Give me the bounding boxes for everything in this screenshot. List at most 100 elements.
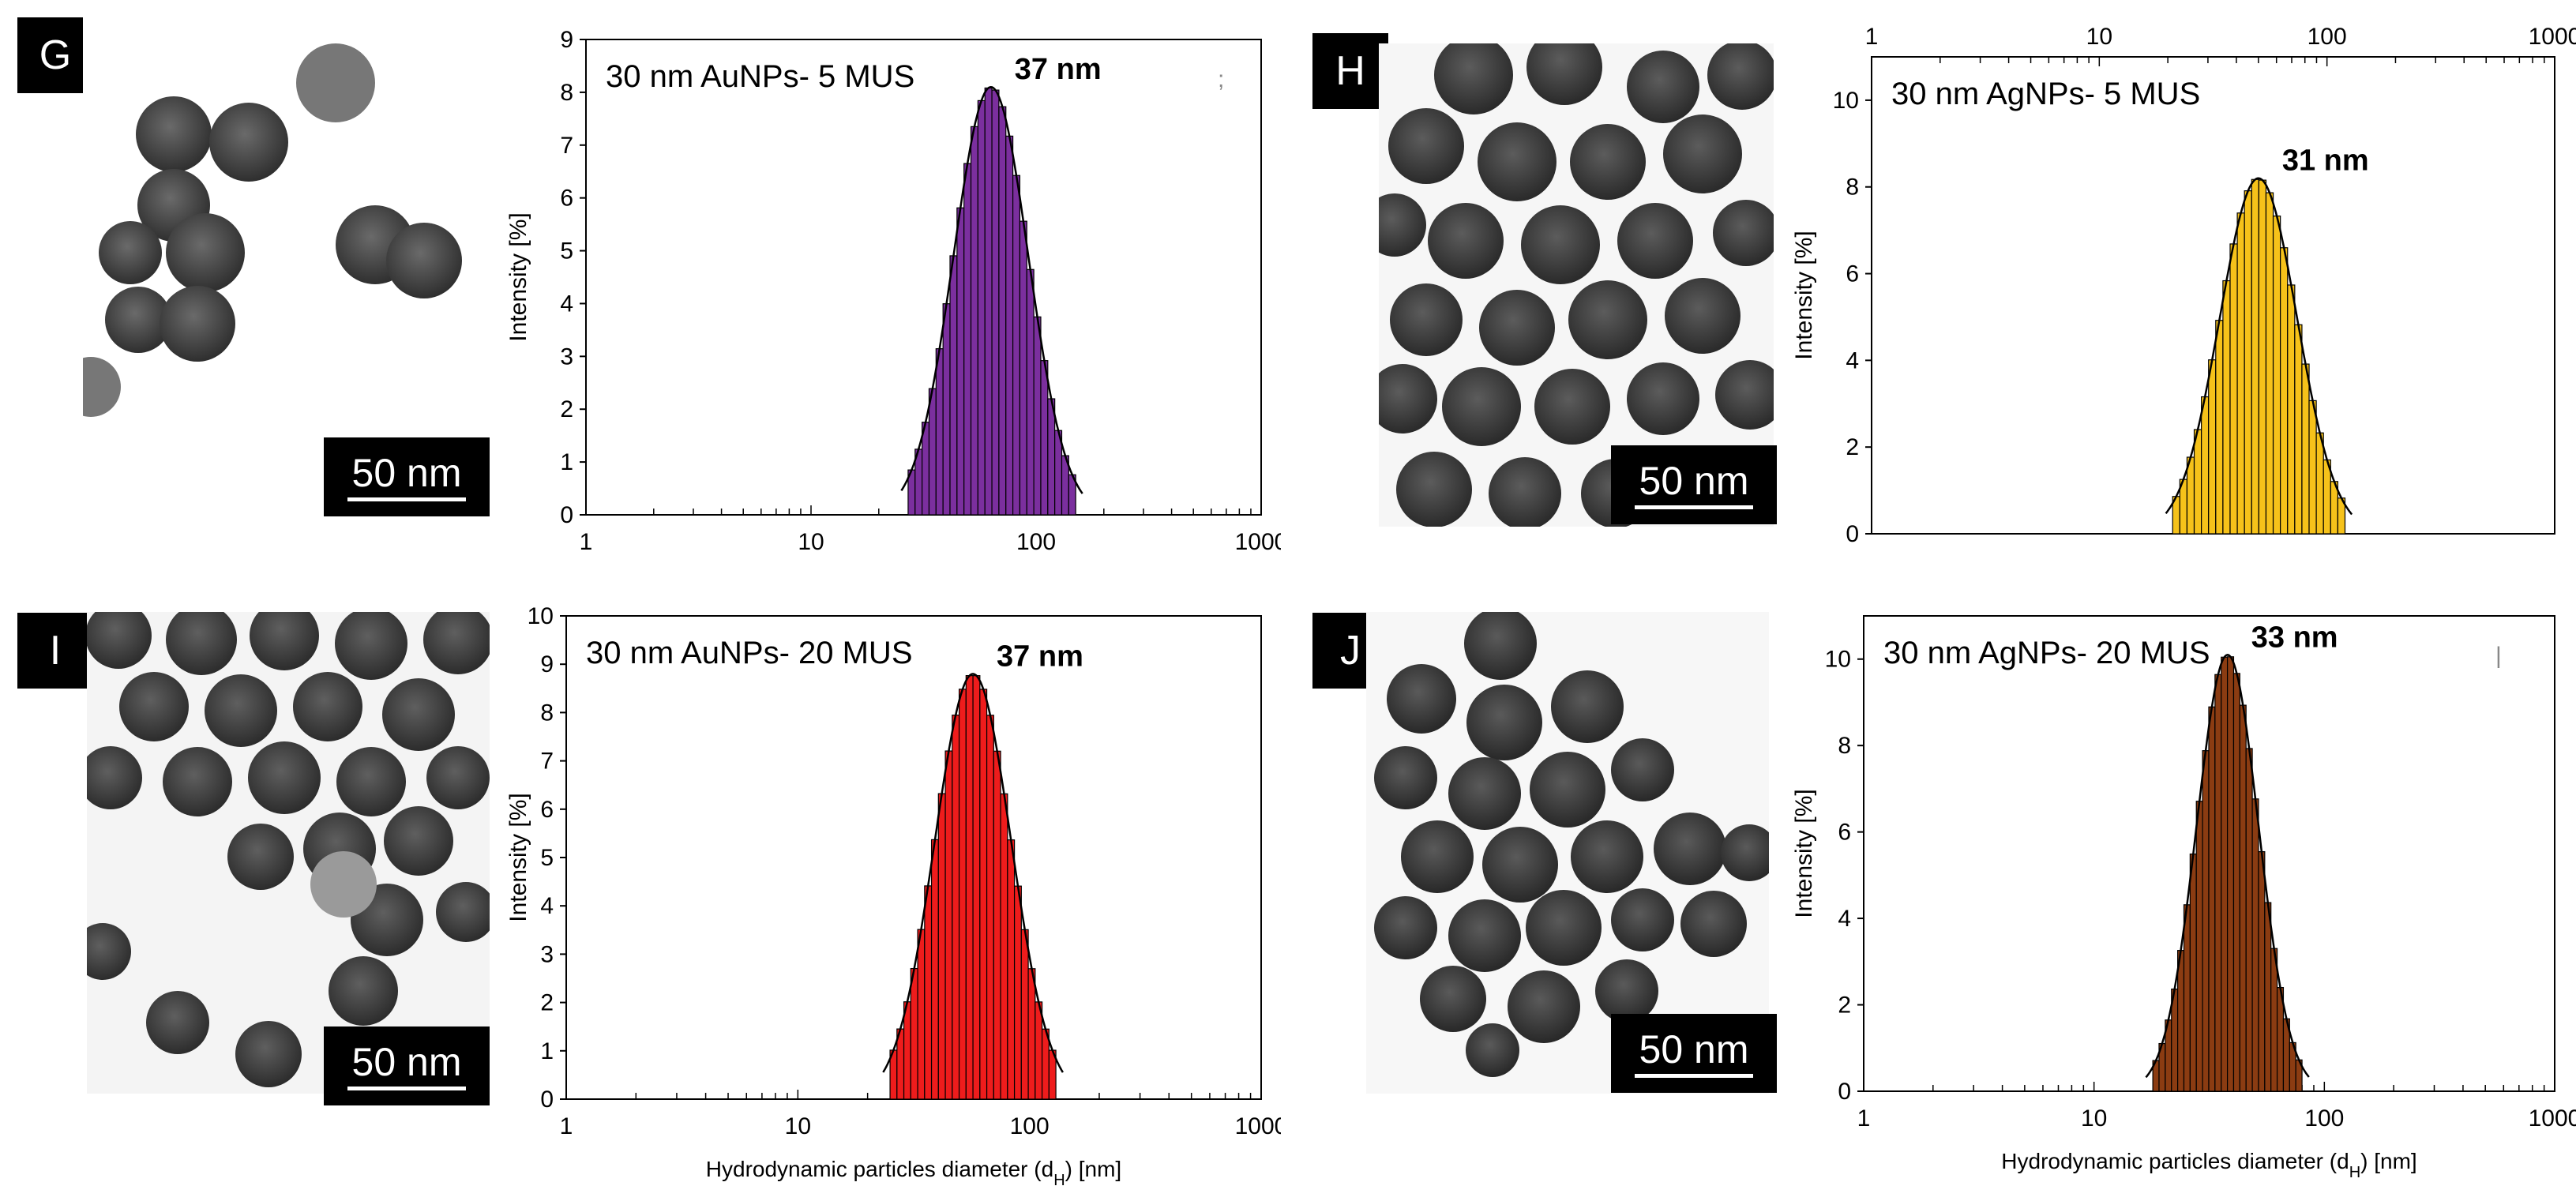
histogram-bar	[963, 163, 972, 516]
chart-title: 30 nm AgNPs- 5 MUS	[1891, 77, 2200, 111]
histogram-bar	[1027, 968, 1036, 1100]
y-tick-label: 5	[540, 845, 554, 871]
histogram-bar	[972, 675, 981, 1100]
histogram-bar	[979, 689, 988, 1100]
x-tick-label: 100	[2308, 24, 2347, 50]
histogram-bar	[1007, 839, 1016, 1100]
histogram-bar	[977, 99, 986, 516]
x-tick-label: 10	[2086, 24, 2112, 50]
fit-curve	[2165, 177, 2353, 516]
scale-bar-label: 50 nm	[1639, 1026, 1749, 1072]
histogram-bar	[2270, 948, 2278, 1092]
stray-mark: |	[2495, 643, 2502, 669]
histogram-bar	[2215, 320, 2224, 535]
y-tick-label: 9	[560, 27, 573, 53]
histogram-bar	[2287, 284, 2296, 535]
histogram-bar	[928, 388, 937, 516]
peak-label: 33 nm	[2251, 621, 2338, 654]
y-tick-label: 10	[528, 603, 554, 629]
x-tick-label: 1000	[2529, 24, 2576, 50]
peak-label: 37 nm	[1015, 53, 1102, 86]
fit-curve	[882, 673, 1064, 1073]
histogram-bar	[2183, 904, 2191, 1092]
histogram-bar	[984, 87, 993, 516]
histogram-bar	[998, 106, 1007, 516]
histogram-bar	[2265, 192, 2274, 535]
histogram-bar	[2272, 215, 2281, 535]
histogram-bar	[991, 89, 1000, 516]
histogram-bar	[2189, 853, 2197, 1092]
panel-letter-h: H	[1312, 33, 1388, 109]
peak-label: 37 nm	[997, 640, 1083, 673]
histogram-bar	[2177, 950, 2185, 1092]
histogram-bar	[2236, 212, 2245, 535]
chart-i: 012345678910110100100030 nm AuNPs- 20 MU…	[505, 603, 1281, 1189]
y-tick-label: 1	[540, 1038, 554, 1064]
histogram-bar	[1035, 1001, 1043, 1100]
y-tick-label: 4	[1846, 347, 1859, 373]
y-tick-label: 6	[560, 186, 573, 212]
y-tick-label: 8	[1838, 733, 1851, 759]
panel-letter-i: I	[17, 613, 93, 689]
scale-bar-label: 50 nm	[351, 1039, 462, 1084]
histogram-bar	[2258, 850, 2266, 1092]
x-tick-label: 1000	[1235, 1113, 1281, 1139]
histogram-bar	[1026, 268, 1035, 516]
histogram-bar	[965, 675, 974, 1100]
x-tick-label: 1000	[1235, 529, 1281, 553]
histogram-bar	[1047, 398, 1056, 516]
x-tick-label: 100	[1016, 529, 1056, 553]
scale-bar-i: 50 nm	[324, 1026, 490, 1105]
scale-bar-h: 50 nm	[1611, 445, 1777, 524]
histogram-bar	[993, 750, 1001, 1100]
histogram-bar	[2201, 396, 2210, 535]
y-tick-label: 7	[560, 133, 573, 159]
x-tick-label: 10	[798, 529, 824, 553]
y-tick-label: 0	[540, 1087, 554, 1113]
scale-bar-j: 50 nm	[1611, 1014, 1777, 1093]
histogram-bar	[1020, 929, 1029, 1100]
y-tick-label: 8	[1846, 175, 1859, 201]
histogram-bar	[2251, 798, 2259, 1092]
y-tick-label: 4	[1838, 906, 1851, 932]
y-tick-label: 10	[1825, 647, 1851, 673]
histogram-bar	[952, 715, 960, 1100]
histogram-bar	[2315, 432, 2324, 535]
scale-bar-line	[347, 497, 466, 501]
x-tick-label: 1	[560, 1113, 573, 1139]
histogram-bar	[949, 255, 958, 516]
y-tick-label: 6	[540, 797, 554, 823]
histogram-bar	[2195, 801, 2203, 1092]
histogram-bar	[2222, 280, 2231, 535]
histogram-bar	[1033, 316, 1042, 516]
x-tick-label: 100	[2304, 1105, 2344, 1132]
histogram-bar	[1012, 175, 1021, 516]
histogram-bar	[958, 689, 967, 1100]
histogram-bar	[1040, 360, 1049, 516]
y-tick-label: 5	[560, 238, 573, 265]
chart-title: 30 nm AgNPs- 20 MUS	[1883, 636, 2210, 670]
fit-curve	[900, 86, 1083, 494]
chart-h: 0 2 4 6 8 10 1 10 100 1000 30 nm AgNPs- 5 MUS 31 nm…	[1791, 24, 2576, 547]
histogram-bar	[937, 793, 946, 1100]
histogram-bar	[935, 348, 944, 516]
y-tick-label: 2	[540, 990, 554, 1016]
y-tick-label: 2	[1846, 434, 1859, 460]
chart-g: 0123456789110100100030 nm AuNPs- 5 MUS37…	[505, 27, 1281, 553]
histogram-bar	[2301, 363, 2310, 535]
histogram-bar	[1000, 793, 1008, 1100]
histogram-bar	[910, 967, 918, 1100]
y-tick-label: 2	[1838, 993, 1851, 1019]
stray-mark: ;	[1218, 66, 1224, 92]
panel-letter-g: G	[17, 17, 93, 93]
histogram-bar	[956, 207, 965, 516]
histogram-bar	[2229, 243, 2238, 535]
histogram-bar	[2251, 178, 2259, 535]
scale-bar-line	[1635, 505, 1753, 509]
histogram-bar	[2294, 324, 2303, 535]
histogram-bar	[903, 1001, 911, 1100]
histogram-bar	[2244, 190, 2252, 535]
y-tick-label: 8	[560, 80, 573, 106]
scale-bar-line	[347, 1086, 466, 1090]
chart-j: 0 2 4 6 8 10 1 10 100 1000 30 nm AgNPs- 20 MUS 33 n…	[1791, 615, 2576, 1181]
